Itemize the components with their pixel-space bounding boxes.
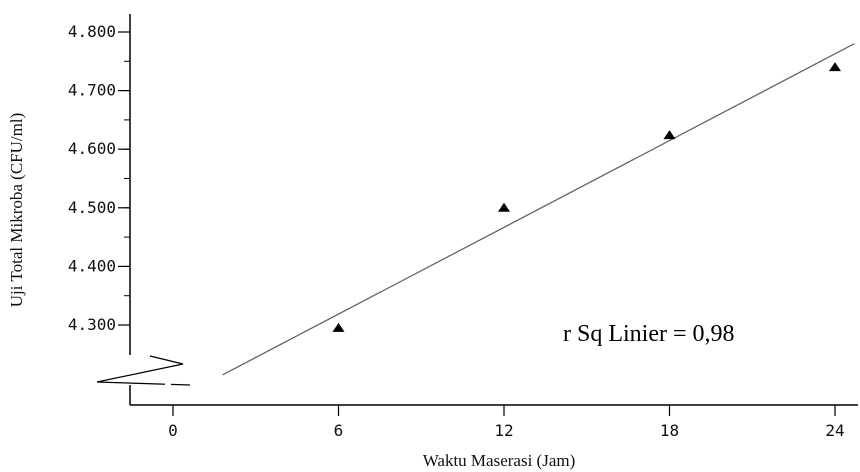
x-tick-label: 18 xyxy=(660,421,679,440)
r-squared-annotation: r Sq Linier = 0,98 xyxy=(563,321,735,347)
y-tick-label: 4.800 xyxy=(68,22,116,41)
y-axis-title: Uji Total Mikroba (CFU/ml) xyxy=(7,113,26,307)
data-point-triangle xyxy=(498,202,510,212)
data-point-triangle xyxy=(663,130,676,140)
y-tick-label: 4.300 xyxy=(68,315,116,334)
x-tick-label: 0 xyxy=(168,421,178,440)
fit-line xyxy=(222,43,855,376)
axis-break-symbol xyxy=(96,355,191,404)
y-tick-label: 4.600 xyxy=(68,139,116,158)
x-tick-label: 6 xyxy=(334,421,344,440)
x-axis-title: Waktu Maserasi (Jam) xyxy=(423,451,576,470)
data-point-triangle xyxy=(829,62,841,72)
x-tick-label: 24 xyxy=(825,421,844,440)
axes xyxy=(96,14,858,406)
y-tick-label: 4.400 xyxy=(68,256,116,275)
y-tick-label: 4.500 xyxy=(68,198,116,217)
data-point-triangle xyxy=(332,322,345,332)
y-tick-label: 4.700 xyxy=(68,81,116,100)
x-tick-label: 12 xyxy=(494,421,513,440)
